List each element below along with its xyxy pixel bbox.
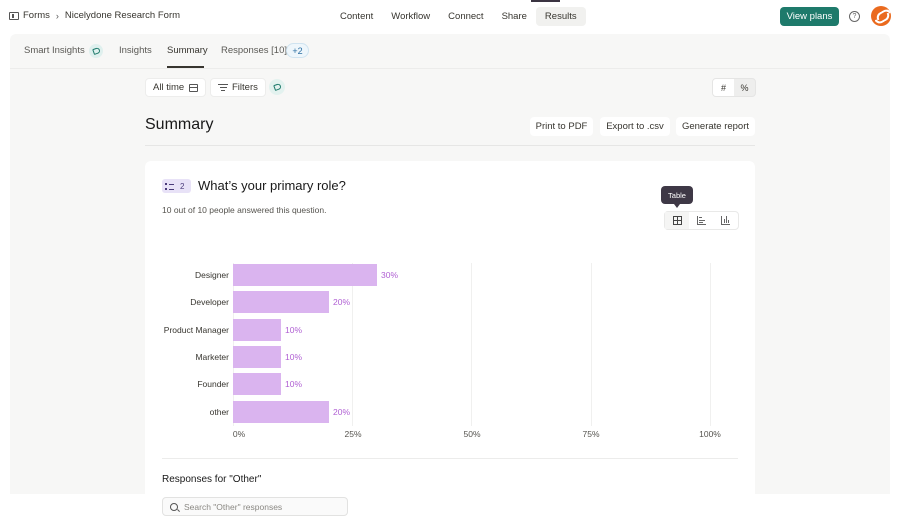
smart-insights-tag-icon (89, 44, 103, 58)
nav-content[interactable]: Content (340, 11, 374, 22)
nav-workflow[interactable]: Workflow (391, 11, 431, 22)
bar-chart: Designer 30% Developer 20% Product Manag… (145, 161, 755, 461)
tag-icon[interactable] (269, 79, 285, 95)
export-csv-button[interactable]: Export to .csv (600, 117, 670, 136)
main-nav: Content Workflow Connect Share Results (331, 7, 586, 26)
bar-product-manager[interactable] (233, 319, 281, 341)
x-tick: 25% (344, 429, 362, 439)
tab-responses[interactable]: Responses [10] (221, 45, 288, 56)
filters-label: Filters (232, 82, 258, 93)
page-title: Summary (145, 116, 214, 133)
category-label: Founder (197, 379, 229, 389)
bar-marketer[interactable] (233, 346, 281, 368)
bar-other[interactable] (233, 401, 329, 423)
time-range-label: All time (153, 82, 185, 93)
search-input[interactable] (184, 501, 344, 512)
bar-value: 10% (285, 352, 303, 362)
question-number: 2 (180, 181, 185, 191)
bar-value: 10% (285, 379, 303, 389)
table-view-button[interactable] (665, 212, 690, 229)
divider (162, 458, 738, 459)
breadcrumb-form-name[interactable]: Nicelydone Research Form (64, 10, 181, 21)
category-label: other (209, 407, 229, 417)
avatar[interactable] (871, 6, 891, 26)
active-nav-indicator (531, 0, 560, 2)
calendar-icon (189, 83, 199, 92)
nav-connect[interactable]: Connect (448, 11, 484, 22)
view-plans-button[interactable]: View plans (780, 7, 839, 26)
category-label: Developer (190, 297, 229, 307)
other-responses-title: Responses for "Other" (162, 474, 262, 485)
active-tab-underline (167, 66, 204, 68)
question-title: What’s your primary role? (198, 178, 346, 193)
tooltip: Table (661, 186, 693, 208)
bar-developer[interactable] (233, 291, 329, 313)
gridline (471, 263, 472, 426)
x-tick: 75% (582, 429, 600, 439)
bar-value: 20% (333, 297, 351, 307)
top-bar: Forms › Nicelydone Research Form Content… (0, 0, 900, 34)
time-range-button[interactable]: All time (145, 78, 207, 97)
chevron-right-icon: › (55, 10, 59, 21)
count-toggle[interactable]: # (713, 79, 734, 96)
more-tabs-badge[interactable]: +2 (286, 43, 309, 58)
bar-value: 10% (285, 325, 303, 335)
print-pdf-button[interactable]: Print to PDF (530, 117, 593, 136)
bar-founder[interactable] (233, 373, 281, 395)
gridline (352, 263, 353, 426)
generate-report-button[interactable]: Generate report (676, 117, 755, 136)
gridline (591, 263, 592, 426)
other-responses-search[interactable] (162, 497, 348, 516)
bar-designer[interactable] (233, 264, 377, 286)
filter-icon (218, 84, 228, 91)
search-icon (170, 502, 178, 511)
vertical-bar-view-button[interactable] (714, 212, 738, 229)
horizontal-bar-chart-icon (696, 216, 706, 225)
gridline (710, 263, 711, 426)
breadcrumb-forms[interactable]: Forms (23, 10, 50, 21)
category-label: Designer (194, 270, 229, 280)
count-percent-toggle: # % (712, 78, 756, 97)
percent-toggle[interactable]: % (740, 82, 749, 93)
nav-results[interactable]: Results (535, 7, 586, 26)
divider (145, 145, 755, 146)
multiple-choice-icon (165, 182, 174, 190)
horizontal-bar-view-button[interactable] (689, 212, 713, 229)
category-label: Marketer (195, 352, 229, 362)
x-tick: 50% (463, 429, 481, 439)
nav-share[interactable]: Share (501, 11, 527, 22)
help-icon[interactable]: ? (849, 11, 860, 22)
category-label: Product Manager (163, 325, 229, 335)
question-card: 2 What’s your primary role? 10 out of 10… (145, 161, 755, 516)
x-tick: 100% (699, 429, 721, 439)
vertical-bar-chart-icon (721, 216, 731, 225)
x-tick: 0% (232, 429, 246, 439)
view-mode-toggle (664, 211, 739, 230)
bar-value: 20% (333, 407, 351, 417)
gridline (233, 263, 234, 426)
sub-tabs: Smart Insights Insights Summary Response… (10, 34, 890, 69)
answer-count: 10 out of 10 people answered this questi… (162, 205, 327, 215)
filters-button[interactable]: Filters (210, 78, 266, 97)
breadcrumb: Forms › Nicelydone Research Form (9, 10, 180, 21)
tab-smart-insights[interactable]: Smart Insights (24, 45, 85, 56)
question-type-badge: 2 (162, 179, 191, 193)
results-panel: Smart Insights Insights Summary Response… (10, 34, 890, 516)
tab-insights[interactable]: Insights (119, 45, 152, 56)
forms-icon (9, 11, 19, 20)
tab-summary[interactable]: Summary (167, 45, 208, 56)
bar-value: 30% (381, 270, 399, 280)
table-icon (672, 216, 682, 225)
